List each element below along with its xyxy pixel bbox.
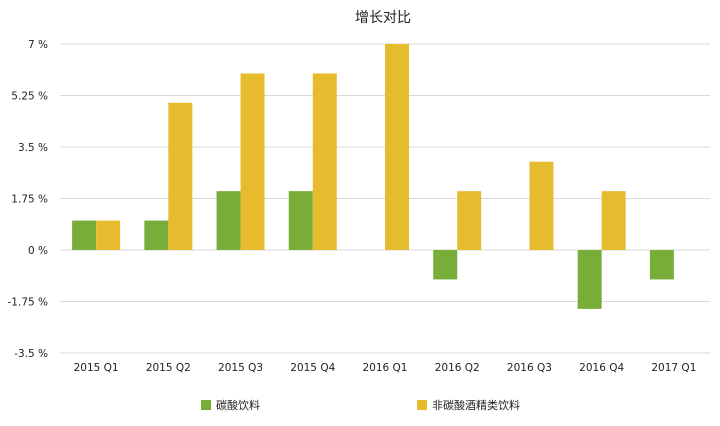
y-tick-label: 7 % [28,39,48,51]
bar-carbonated [72,220,97,250]
y-tick-label: -3.5 % [14,348,48,360]
bar-non-carbonated [240,73,265,250]
x-tick-label: 2015 Q4 [290,362,335,374]
legend-swatch [201,400,211,410]
x-tick-label: 2015 Q3 [218,362,263,374]
bar-carbonated [288,191,313,250]
x-tick-label: 2015 Q2 [146,362,191,374]
bar-non-carbonated [601,191,626,250]
bar-carbonated [649,250,674,280]
y-tick-label: 3.5 % [18,142,48,154]
x-tick-label: 2016 Q1 [362,362,407,374]
bar-non-carbonated [457,191,482,250]
y-tick-label: 5.25 % [11,91,48,103]
x-axis-categories: 2015 Q1 2015 Q2 2015 Q3 2015 Q4 2016 Q1 2016 … [74,362,697,374]
bar-non-carbonated [529,161,554,250]
bar-carbonated [433,250,458,280]
x-tick-label: 2017 Q1 [651,362,696,374]
legend-label: 碳酸饮料 [216,398,260,412]
bar-carbonated [144,220,169,250]
y-tick-label: 0 % [28,245,48,257]
bar-non-carbonated [312,73,337,250]
bar-non-carbonated [96,220,121,250]
x-tick-label: 2015 Q1 [74,362,119,374]
x-tick-label: 2016 Q2 [435,362,480,374]
x-tick-label: 2016 Q4 [579,362,624,374]
legend-label: 非碳酸酒精类饮料 [432,398,520,412]
y-tick-label: 1.75 % [11,194,48,206]
bars [72,44,674,309]
y-tick-label: -1.75 % [8,297,49,309]
legend-swatch [417,400,427,410]
bar-carbonated [216,191,241,250]
legend: 碳酸饮料 非碳酸酒精类饮料 [201,398,520,412]
bar-non-carbonated [168,102,193,250]
y-axis-ticks: 7 % 5.25 % 3.5 % 1.75 % 0 % -1.75 % -3.5 % [8,39,49,360]
bar-non-carbonated [385,44,409,250]
chart-title: 增长对比 [355,10,411,26]
x-tick-label: 2016 Q3 [507,362,552,374]
bar-carbonated [577,250,602,309]
